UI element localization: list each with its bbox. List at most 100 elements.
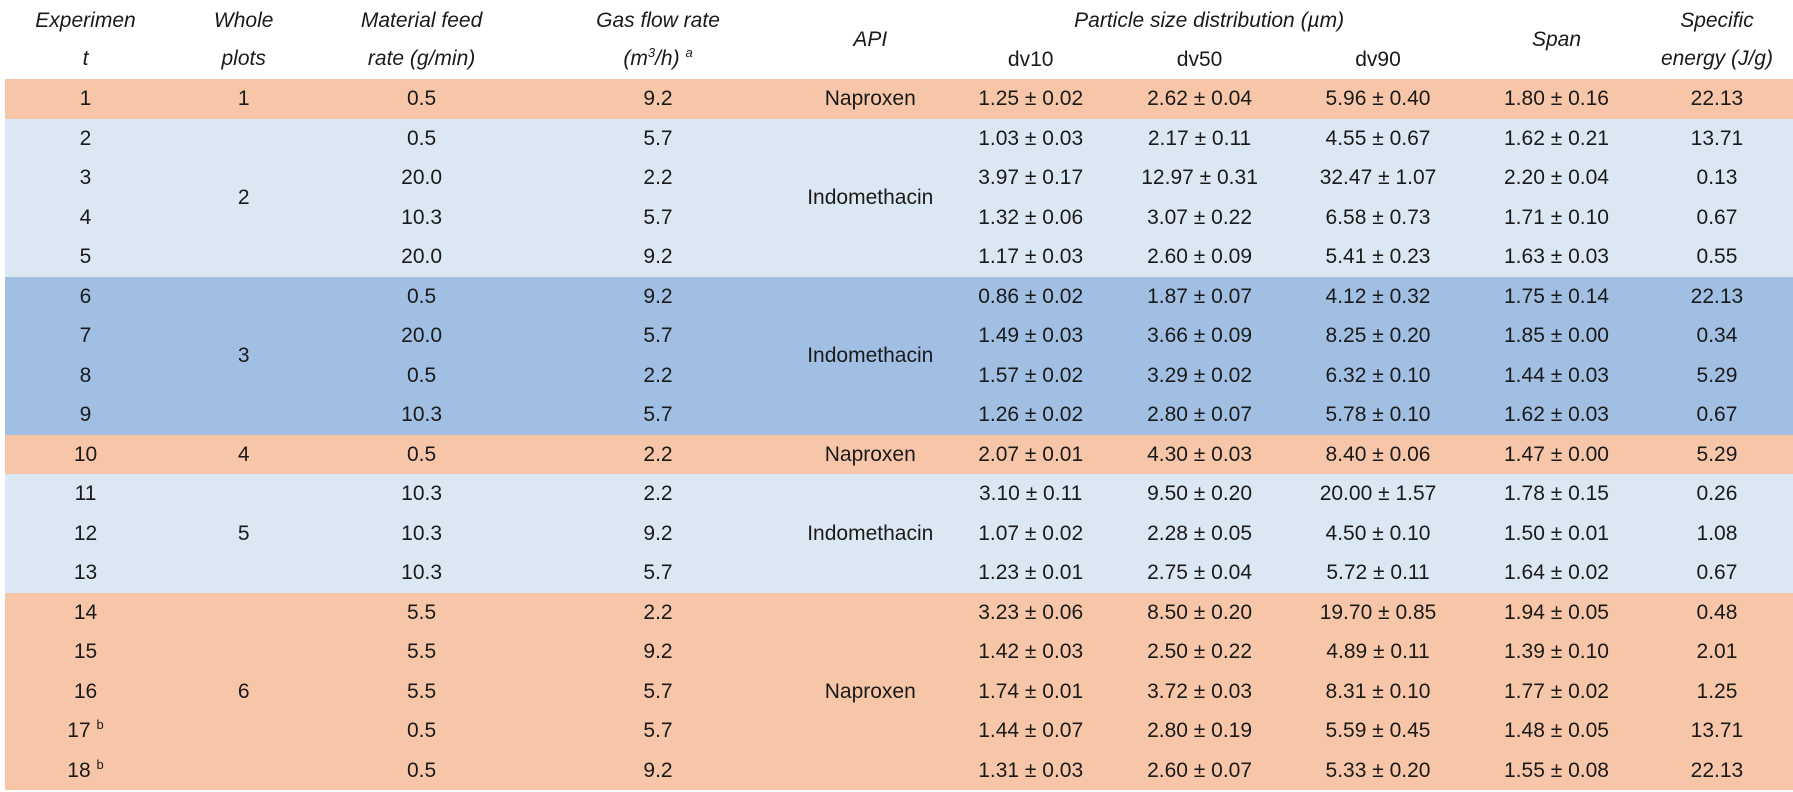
header-span: Span: [1472, 0, 1641, 79]
cell-gas-flow: 5.7: [521, 118, 795, 158]
table-row: 7 20.0 5.7 1.49 ± 0.03 3.66 ± 0.09 8.25 …: [5, 316, 1793, 356]
experiment-number: 12: [73, 521, 98, 545]
cell-energy: 0.67: [1640, 553, 1793, 593]
experiment-number: 8: [79, 363, 92, 387]
cell-dv10: 1.42 ± 0.03: [946, 632, 1116, 672]
header-psd: Particle size distribution (µm): [946, 0, 1473, 40]
cell-dv10: 1.03 ± 0.03: [946, 118, 1116, 158]
cell-dv50: 2.60 ± 0.07: [1115, 750, 1284, 790]
cell-span: 1.63 ± 0.03: [1472, 237, 1641, 277]
cell-dv90: 4.50 ± 0.10: [1284, 513, 1473, 553]
header-energy-line2: energy (J/g): [1660, 46, 1773, 70]
cell-energy: 22.13: [1640, 276, 1793, 316]
header-dv50: dv50: [1115, 40, 1284, 79]
header-gas-flow: Gas flow rate (m3/h) a: [521, 0, 795, 79]
cell-span: 1.44 ± 0.03: [1472, 355, 1641, 395]
cell-gas-flow: 9.2: [521, 79, 795, 119]
cell-span: 1.64 ± 0.02: [1472, 553, 1641, 593]
cell-dv90: 8.25 ± 0.20: [1284, 316, 1473, 356]
cell-span: 1.48 ± 0.05: [1472, 711, 1641, 751]
cell-feed-rate: 10.3: [321, 474, 522, 514]
cell-dv10: 1.17 ± 0.03: [946, 237, 1116, 277]
cell-gas-flow: 9.2: [521, 632, 795, 672]
cell-experiment: 6: [5, 276, 166, 316]
experiment-number: 15: [73, 640, 98, 664]
cell-span: 1.55 ± 0.08: [1472, 750, 1641, 790]
cell-feed-rate: 0.5: [321, 355, 522, 395]
cell-gas-flow: 2.2: [521, 355, 795, 395]
cell-feed-rate: 0.5: [321, 118, 522, 158]
cell-gas-flow: 2.2: [521, 474, 795, 514]
cell-energy: 1.25: [1640, 671, 1793, 711]
cell-experiment: 2: [5, 118, 166, 158]
cell-dv90: 4.12 ± 0.32: [1284, 276, 1473, 316]
cell-energy: 22.13: [1640, 79, 1793, 119]
cell-energy: 0.55: [1640, 237, 1793, 277]
cell-dv10: 0.86 ± 0.02: [946, 276, 1116, 316]
cell-span: 1.80 ± 0.16: [1472, 79, 1641, 119]
cell-api: Naproxen: [794, 434, 947, 474]
cell-feed-rate: 10.3: [321, 395, 522, 435]
cell-span: 1.47 ± 0.00: [1472, 434, 1641, 474]
cell-dv90: 19.70 ± 0.85: [1284, 592, 1473, 632]
cell-dv90: 5.78 ± 0.10: [1284, 395, 1473, 435]
cell-span: 1.62 ± 0.21: [1472, 118, 1641, 158]
results-table: Experimen t Whole plots Material feed ra…: [5, 0, 1793, 790]
cell-dv10: 1.74 ± 0.01: [946, 671, 1116, 711]
cell-dv50: 2.80 ± 0.19: [1115, 711, 1284, 751]
cell-energy: 0.67: [1640, 395, 1793, 435]
cell-span: 1.78 ± 0.15: [1472, 474, 1641, 514]
cell-feed-rate: 20.0: [321, 316, 522, 356]
table-row: 16 5.5 5.7 1.74 ± 0.01 3.72 ± 0.03 8.31 …: [5, 671, 1793, 711]
cell-gas-flow: 2.2: [521, 434, 795, 474]
table-row: 2 2 0.5 5.7 Indomethacin 1.03 ± 0.03 2.1…: [5, 118, 1793, 277]
cell-dv10: 1.49 ± 0.03: [946, 316, 1116, 356]
cell-dv50: 2.60 ± 0.09: [1115, 237, 1284, 277]
cell-dv10: 3.10 ± 0.11: [946, 474, 1116, 514]
cell-dv90: 6.32 ± 0.10: [1284, 355, 1473, 395]
cell-dv90: 5.72 ± 0.11: [1284, 553, 1473, 593]
table-row: 3 20.0 2.2 3.97 ± 0.17 12.97 ± 0.31 32.4…: [5, 158, 1793, 198]
cell-dv90: 8.40 ± 0.06: [1284, 434, 1473, 474]
cell-whole-plot: 3: [166, 276, 322, 435]
cell-dv50: 2.80 ± 0.07: [1115, 395, 1284, 435]
cell-gas-flow: 9.2: [521, 237, 795, 277]
cell-experiment: 17 b: [5, 711, 166, 751]
cell-span: 1.50 ± 0.01: [1472, 513, 1641, 553]
header-feed-rate: Material feed rate (g/min): [321, 0, 522, 79]
experiment-number: 5: [79, 245, 92, 269]
cell-feed-rate: 0.5: [321, 79, 522, 119]
cell-dv90: 8.31 ± 0.10: [1284, 671, 1473, 711]
cell-dv50: 12.97 ± 0.31: [1115, 158, 1284, 198]
header-whole-plots-line1: Whole: [213, 8, 274, 32]
header-dv90: dv90: [1284, 40, 1473, 79]
cell-feed-rate: 0.5: [321, 750, 522, 790]
cell-experiment: 13: [5, 553, 166, 593]
cell-api: Indomethacin: [794, 276, 947, 435]
cell-span: 1.71 ± 0.10: [1472, 197, 1641, 237]
cell-dv10: 1.31 ± 0.03: [946, 750, 1116, 790]
cell-dv90: 5.59 ± 0.45: [1284, 711, 1473, 751]
cell-span: 1.62 ± 0.03: [1472, 395, 1641, 435]
cell-whole-plot: 1: [166, 79, 322, 119]
cell-experiment: 8: [5, 355, 166, 395]
cell-dv90: 5.33 ± 0.20: [1284, 750, 1473, 790]
cell-feed-rate: 10.3: [321, 513, 522, 553]
cell-energy: 13.71: [1640, 118, 1793, 158]
header-feed-line1: Material feed: [360, 8, 483, 32]
cell-feed-rate: 0.5: [321, 434, 522, 474]
cell-energy: 0.34: [1640, 316, 1793, 356]
table-row: 8 0.5 2.2 1.57 ± 0.02 3.29 ± 0.02 6.32 ±…: [5, 355, 1793, 395]
cell-gas-flow: 5.7: [521, 671, 795, 711]
cell-dv10: 1.07 ± 0.02: [946, 513, 1116, 553]
header-whole-plots-line2: plots: [221, 46, 266, 70]
cell-gas-flow: 2.2: [521, 592, 795, 632]
cell-energy: 1.08: [1640, 513, 1793, 553]
cell-dv10: 1.57 ± 0.02: [946, 355, 1116, 395]
experiment-number: 4: [79, 205, 92, 229]
table-header: Experimen t Whole plots Material feed ra…: [5, 0, 1793, 79]
experiment-number: 16: [73, 679, 98, 703]
cell-gas-flow: 5.7: [521, 553, 795, 593]
header-whole-plots: Whole plots: [166, 0, 322, 79]
cell-api: Naproxen: [794, 79, 947, 119]
